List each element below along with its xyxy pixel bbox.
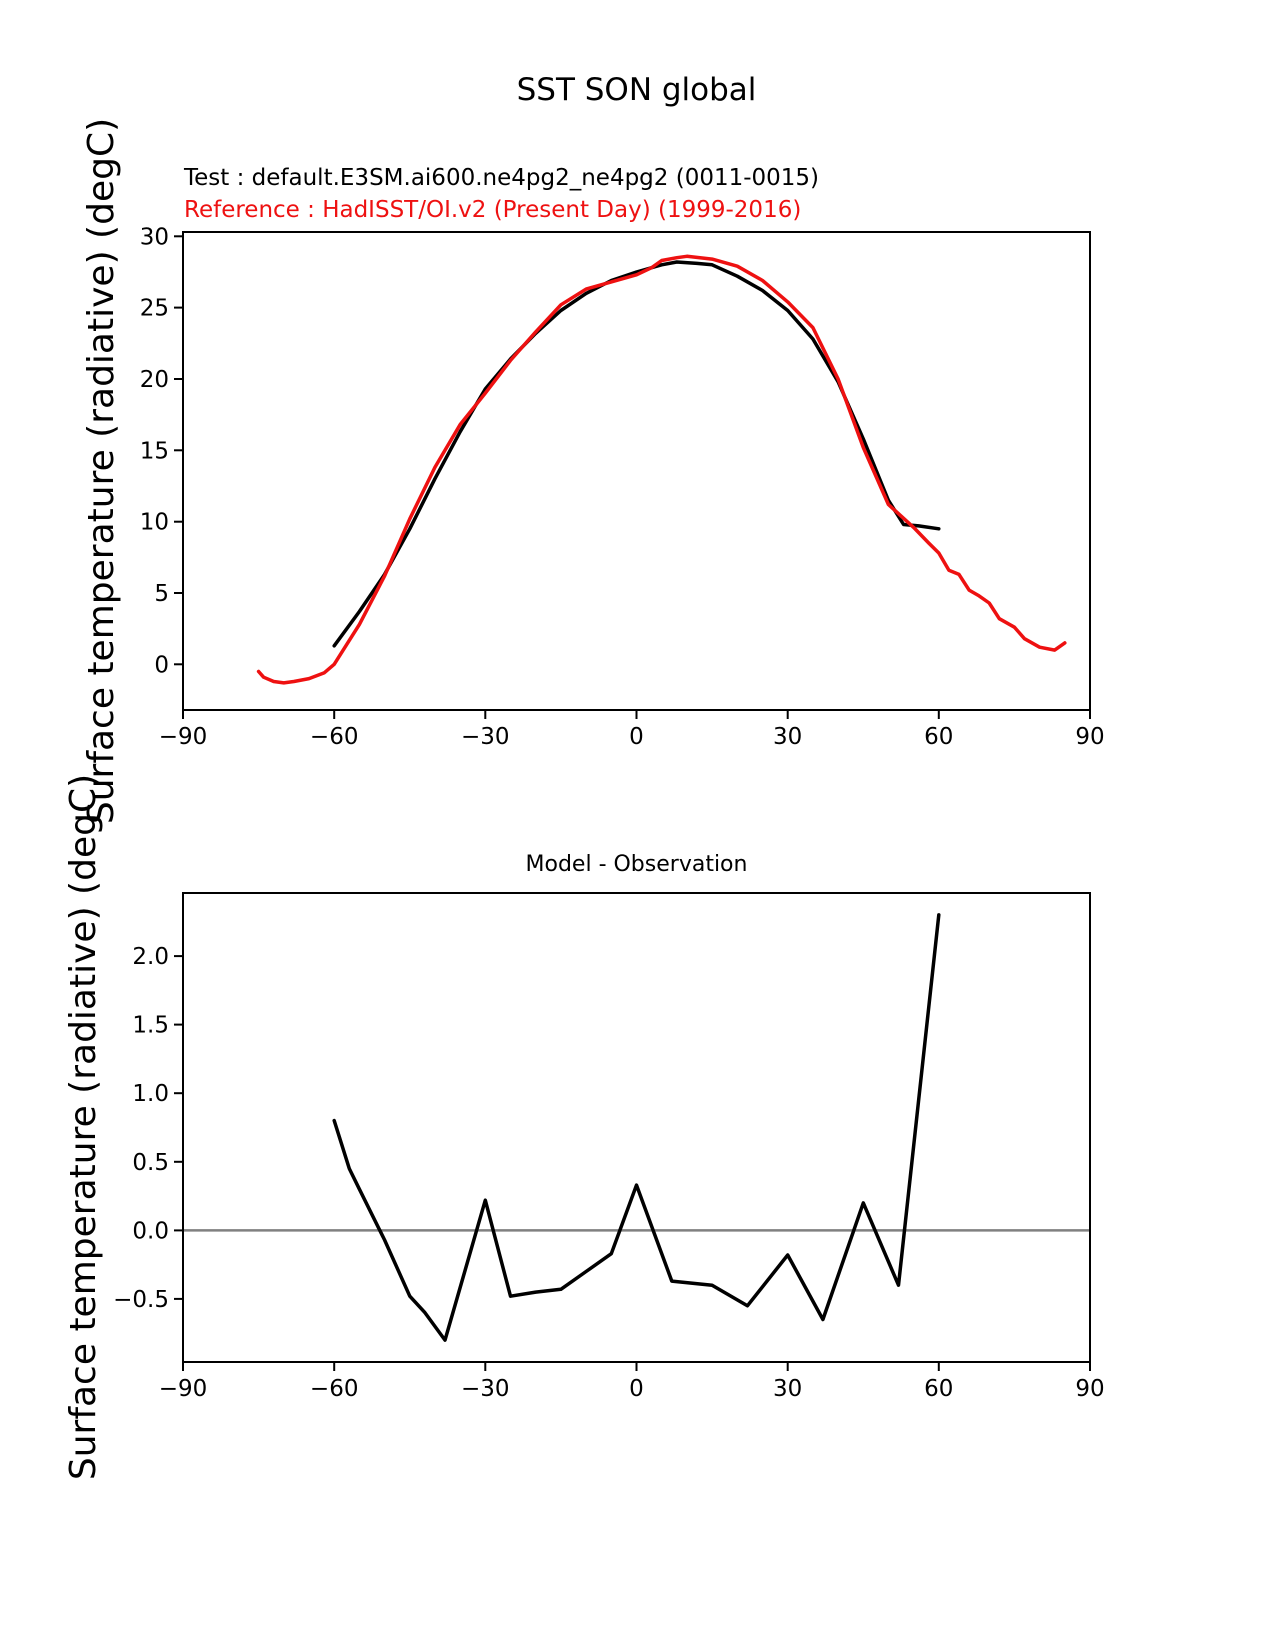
x-tick-label: −60 (310, 1376, 359, 1402)
page-title: SST SON global (516, 72, 757, 108)
bottom-plot-ylabel: Surface temperature (radiative) (degC) (63, 773, 104, 1481)
bottom-plot-title: Model - Observation (525, 852, 748, 877)
y-tick-label: 0 (154, 652, 169, 678)
y-tick-label: 30 (140, 224, 169, 250)
x-tick-label: −90 (159, 724, 208, 750)
axes-frame (182, 892, 1091, 1363)
y-tick-label: 1.0 (132, 1081, 169, 1107)
legend: Test : default.E3SM.ai600.ne4pg2_ne4pg2 … (184, 162, 819, 226)
y-tick-label: 20 (140, 367, 169, 393)
x-tick-label: −90 (159, 1376, 208, 1402)
y-tick-label: 1.5 (132, 1013, 169, 1039)
x-tick-label: −30 (461, 724, 510, 750)
x-tick-label: 0 (629, 1376, 644, 1402)
x-tick-label: 30 (773, 724, 802, 750)
legend-test: Test : default.E3SM.ai600.ne4pg2_ne4pg2 … (184, 165, 820, 191)
plot-2: −90 −60 −30 0 30 60 90 −0.5 0.0 0.5 1.0 1.5 2.0 (113, 892, 1105, 1402)
x-tick-label: −60 (310, 724, 359, 750)
y-tick-label: 15 (140, 438, 169, 464)
x-tick-label: 0 (629, 724, 644, 750)
series-line-0 (332, 913, 941, 1342)
y-tick-label: 2.0 (132, 944, 169, 970)
x-tick-label: 90 (1075, 724, 1104, 750)
x-tick-label: 30 (773, 1376, 802, 1402)
x-tick-label: −30 (461, 1376, 510, 1402)
y-tick-label: −0.5 (113, 1287, 169, 1313)
series-line-0 (332, 260, 941, 648)
y-tick-label: 10 (140, 510, 169, 536)
plot-1: −90 −60 −30 0 30 60 90 0 5 10 15 20 25 30 (140, 224, 1105, 750)
axes-frame (182, 231, 1091, 711)
x-tick-label: 60 (924, 1376, 953, 1402)
y-tick-label: 25 (140, 296, 169, 322)
series-line-1 (256, 254, 1067, 685)
x-tick-label: 90 (1075, 1376, 1104, 1402)
y-tick-label: 0.0 (132, 1218, 169, 1244)
legend-reference: Reference : HadISST/OI.v2 (Present Day) … (184, 197, 802, 223)
y-tick-label: 0.5 (132, 1150, 169, 1176)
y-tick-label: 5 (154, 581, 169, 607)
x-tick-label: 60 (924, 724, 953, 750)
